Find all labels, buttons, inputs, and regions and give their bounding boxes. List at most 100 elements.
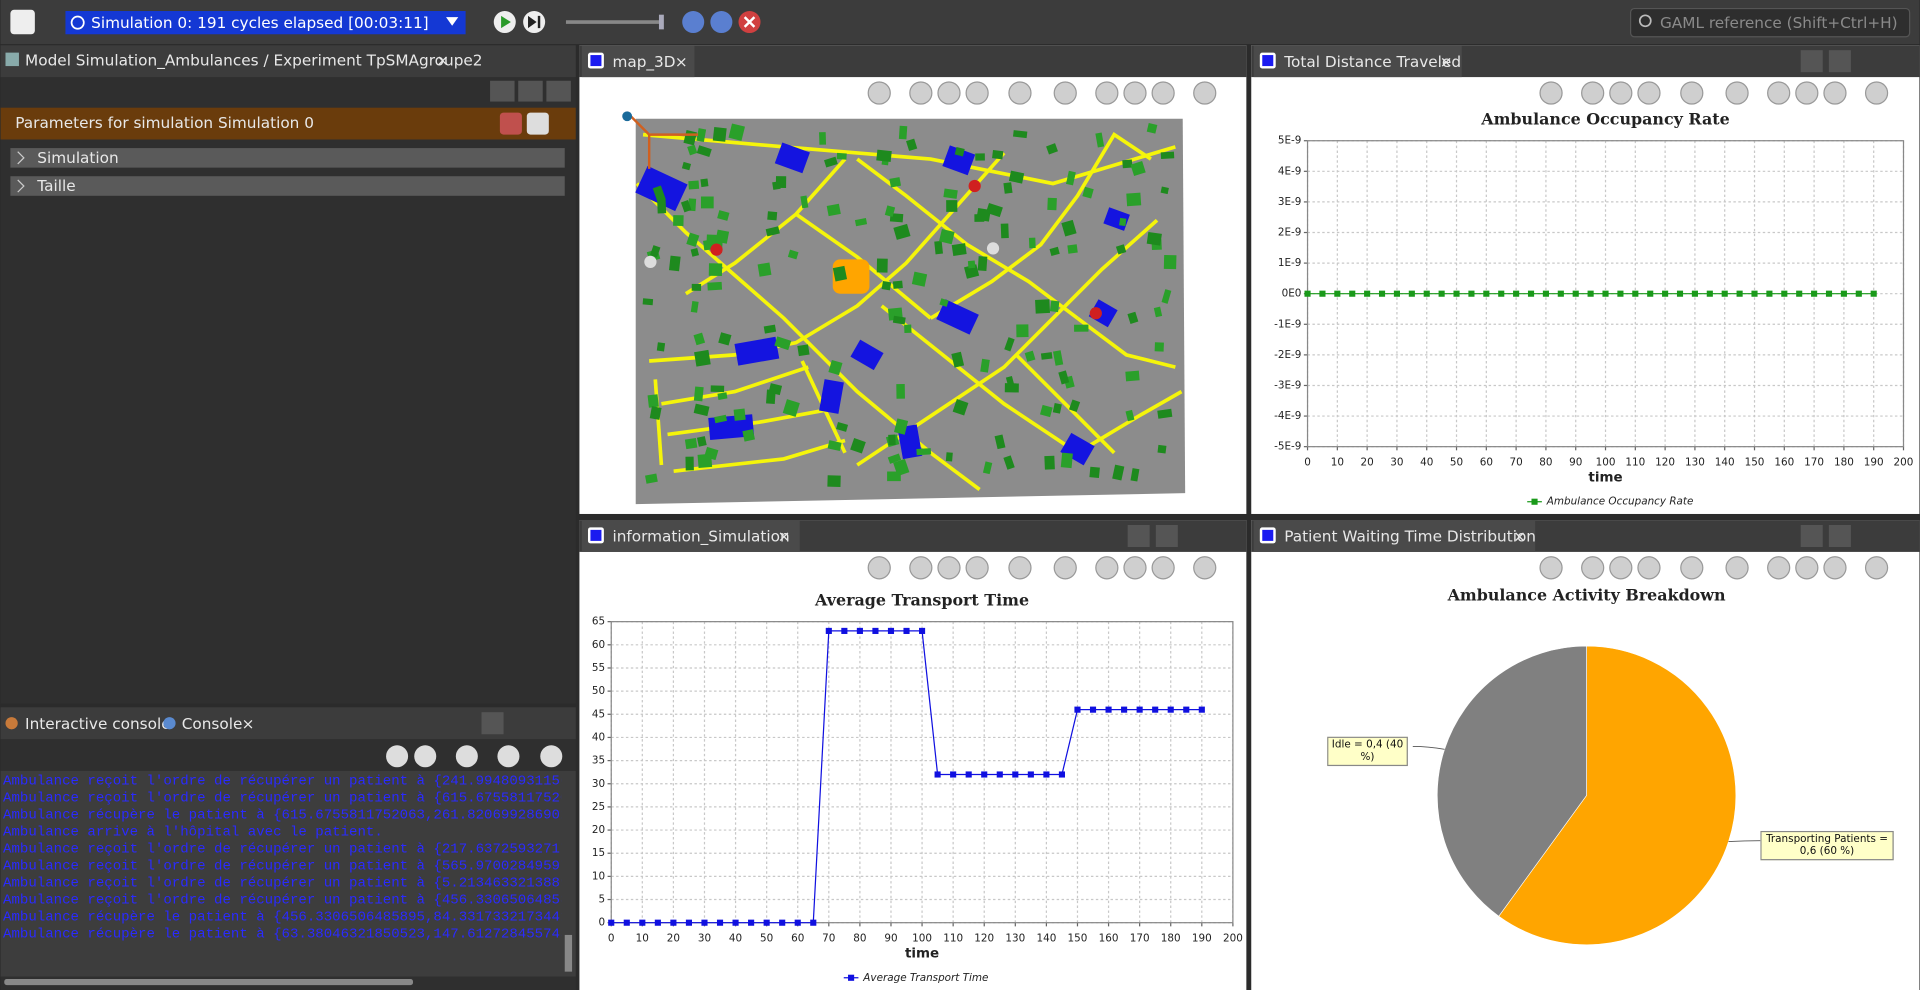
remove[interactable] [518,80,543,102]
map-view [622,81,1217,505]
building [911,271,928,287]
data-point [1781,290,1788,297]
console-button[interactable] [540,745,563,768]
display-tool[interactable] [909,81,933,105]
display-tool[interactable] [1053,556,1077,580]
building [715,229,730,244]
console-tab[interactable]: Interactive console [25,715,171,733]
simulation-status[interactable] [65,11,466,35]
console-button[interactable] [497,745,520,768]
view-menu[interactable] [1127,524,1150,548]
display-tool[interactable] [867,81,891,105]
display-tool[interactable] [1151,81,1175,105]
display-tool[interactable] [1823,556,1847,580]
display-tool[interactable] [1864,81,1889,105]
display-tool[interactable] [1823,81,1847,105]
relaunch-button[interactable] [710,11,733,34]
tab[interactable] [1253,45,1462,78]
close-icon [743,16,756,28]
view-menu[interactable] [481,712,504,735]
view-menu[interactable] [1828,524,1851,548]
status-dropdown[interactable] [446,17,459,26]
console-button[interactable] [414,745,437,768]
display-tool[interactable] [1581,556,1605,580]
display-tool[interactable] [937,81,961,105]
reload-button[interactable] [682,11,705,34]
x-tick-label: 110 [943,933,963,945]
display-tool[interactable] [909,556,933,580]
display-tool[interactable] [1123,556,1147,580]
search-box[interactable] [1629,7,1911,38]
view-menu[interactable] [1800,50,1823,73]
display-tool[interactable] [1767,556,1791,580]
tab-close[interactable]: × [675,53,688,71]
display-tool[interactable] [1539,556,1563,580]
display-tool[interactable] [1767,81,1791,105]
vertical-scrollbar[interactable] [564,934,573,972]
x-tick-label: 40 [1420,457,1433,469]
pause-button[interactable] [455,745,478,768]
building [892,315,906,325]
building [696,436,707,447]
building [774,336,792,351]
building [951,243,967,257]
collapse-all[interactable] [490,80,515,102]
tab[interactable] [581,520,800,552]
display-tool[interactable] [1193,556,1217,580]
add[interactable] [546,80,571,102]
building [673,215,684,226]
display-tool[interactable] [1725,556,1749,580]
tab-close[interactable]: × [436,52,449,70]
data-point [685,919,693,926]
view-menu[interactable] [1828,50,1851,73]
building [1004,383,1019,393]
slice-label-text: Transporting Patients = 0,6 (60 %) [1760,830,1894,861]
edit-button[interactable] [10,9,35,35]
data-point [701,919,708,926]
display-tool[interactable] [1609,81,1633,105]
horizontal-scrollbar[interactable] [4,978,413,986]
display-tool[interactable] [937,556,961,580]
revert-button[interactable] [499,112,522,135]
tab-close[interactable]: × [1513,528,1526,546]
display-tool[interactable] [1095,556,1119,580]
display-tool[interactable] [1123,81,1147,105]
section-simulation[interactable] [10,148,565,168]
display-tool[interactable] [1795,556,1819,580]
display-tool[interactable] [1053,81,1077,105]
display-tool[interactable] [1008,556,1032,580]
search-icon [1638,14,1652,28]
tab-close[interactable]: × [1440,53,1453,71]
display-tool[interactable] [1008,81,1032,105]
console-tab[interactable]: Console [182,715,243,733]
display-tool[interactable] [1581,81,1605,105]
section-taille[interactable] [10,176,565,196]
display-tool[interactable] [1609,556,1633,580]
display-tool[interactable] [1193,81,1217,105]
tab-close[interactable]: × [778,528,791,546]
parameters-tab[interactable]: Model Simulation_Ambulances / Experiment… [25,52,482,71]
display-tool[interactable] [1725,81,1749,105]
display-tool[interactable] [1680,556,1704,580]
display-button[interactable] [526,112,549,135]
display-tool[interactable] [1637,556,1661,580]
display-tool[interactable] [965,556,989,580]
display-tool[interactable] [1539,81,1563,105]
console-icon [163,717,176,730]
display-tool[interactable] [1151,556,1175,580]
display-tool[interactable] [1795,81,1819,105]
display-tool[interactable] [1864,556,1889,580]
tab-close[interactable]: × [242,715,255,733]
display-tool[interactable] [965,81,989,105]
display-tool[interactable] [1637,81,1661,105]
display-tool[interactable] [1680,81,1704,105]
display-tool[interactable] [867,556,891,580]
slider-thumb[interactable] [658,14,664,30]
data-point [981,771,988,778]
display-tool[interactable] [1095,81,1119,105]
console-button[interactable] [386,745,409,768]
view-menu[interactable] [1155,524,1178,548]
tab[interactable] [1253,520,1536,552]
view-menu[interactable] [1800,524,1823,548]
building [954,146,965,157]
